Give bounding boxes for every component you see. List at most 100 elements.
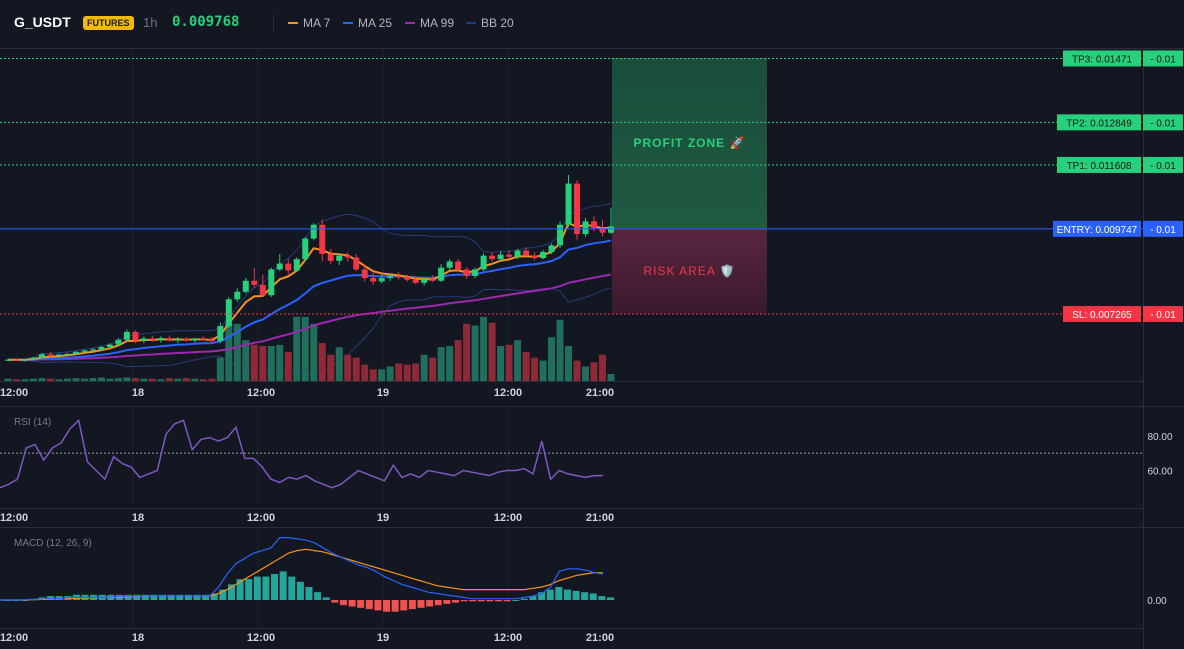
volume-bar (199, 379, 207, 381)
volume-bar (63, 378, 71, 381)
header-divider (273, 14, 274, 32)
candle-body (361, 269, 368, 279)
macd-hist-bar (184, 594, 192, 600)
level-tag-label: ENTRY: 0.009747 (1057, 225, 1138, 236)
macd-hist-bar (314, 592, 322, 600)
level-price-label: - 0.01 (1150, 118, 1176, 129)
candle-body (582, 221, 589, 235)
macd-hist-bar (133, 594, 141, 600)
macd-hist-bar (598, 596, 606, 600)
candle-body (242, 280, 249, 292)
timeframe-label[interactable]: 1h (143, 15, 158, 30)
candles (5, 175, 614, 362)
level-price-bg (1143, 220, 1183, 237)
time-axes: 12:00 18 12:00 19 12:00 21:00 12:00 18 12:00 19 12… (0, 381, 1143, 644)
time-tick: 12:00 (0, 512, 28, 524)
macd-hist-bar (434, 600, 442, 606)
legend-swatch-bb20 (466, 22, 476, 24)
macd-hist-bar (159, 594, 167, 600)
volume-bar (182, 378, 190, 381)
time-tick: 12:00 (0, 387, 28, 399)
candle-body (166, 338, 173, 340)
macd-hist-bar (141, 594, 149, 600)
volume-bar (454, 340, 462, 381)
volume-bar (140, 378, 148, 381)
candle-body (310, 224, 317, 239)
candle-body (472, 269, 479, 276)
candle-body (608, 226, 614, 233)
macd-hist-bar (589, 593, 597, 600)
macd-hist-bar (460, 600, 468, 602)
volume-bar (378, 369, 386, 381)
volume-bar (488, 322, 496, 381)
macd-hist-bar (495, 600, 503, 602)
level-price-label: - 0.01 (1150, 54, 1176, 65)
volume-bar (590, 362, 598, 381)
profit-zone (612, 57, 767, 229)
volume-bar (259, 346, 267, 381)
legend-swatch-ma99 (405, 22, 415, 24)
candle-body (599, 228, 606, 233)
futures-badge: FUTURES (83, 16, 134, 30)
volume-bar (250, 344, 258, 381)
candle-body (429, 279, 436, 281)
volume-bar (242, 340, 250, 381)
candle-body (183, 339, 190, 341)
volume-bar (412, 363, 420, 381)
legend-ma25[interactable]: MA 25 (343, 16, 392, 30)
macd-hist-bar (555, 587, 563, 600)
candle-body (480, 255, 487, 270)
volume-bar (310, 323, 318, 381)
legend-ma7[interactable]: MA 7 (288, 16, 330, 30)
level-tag-bg (1057, 156, 1141, 173)
volume-bar (284, 351, 292, 381)
moving-averages (7, 221, 612, 361)
volume-bar (582, 366, 590, 381)
candle-body (30, 357, 37, 360)
volume-bar (29, 378, 37, 381)
candle-body (421, 279, 428, 283)
volume-bar (403, 364, 411, 381)
rsi-tick: 60.00 (1147, 466, 1172, 477)
volume-bar (114, 378, 122, 381)
candle-body (259, 284, 266, 296)
macd-hist-bar (296, 581, 304, 600)
macd-hist-bar (357, 600, 365, 608)
volume-bar (565, 346, 573, 381)
candle-body (302, 238, 309, 260)
volume-bar (480, 316, 488, 381)
volume-bar (556, 319, 564, 381)
macd-hist-bar (167, 594, 175, 600)
symbol-label[interactable]: G_USDT (14, 14, 71, 30)
volume-bar (38, 378, 46, 381)
macd-hist-bar (279, 571, 287, 600)
candle-body (132, 331, 139, 341)
macd-hist-bar (322, 597, 330, 600)
legend-ma99[interactable]: MA 99 (405, 16, 454, 30)
macd-hist-bar (529, 596, 537, 600)
macd-hist-bar (572, 590, 580, 600)
candle-body (591, 221, 598, 229)
macd-hist-bar (271, 574, 279, 600)
macd-title: MACD (12, 26, 9) (14, 538, 92, 549)
macd-hist-bar (262, 576, 270, 600)
macd-hist-bar (451, 600, 459, 603)
macd-hist-bar (546, 589, 554, 600)
legend-bb20[interactable]: BB 20 (466, 16, 514, 30)
macd-hist-bar (486, 600, 494, 602)
macd-hist-bar (400, 600, 408, 611)
rsi-tick: 80.00 (1147, 432, 1172, 443)
candle-body (378, 278, 385, 282)
legend-label-bb20: BB 20 (481, 16, 514, 30)
volume-bar (344, 354, 352, 381)
time-tick: 21:00 (586, 512, 614, 524)
candle-body (446, 261, 453, 268)
price-levels: TP3: 0.01471 - 0.01 TP2: 0.012849 - 0.01 TP1… (0, 50, 1183, 323)
rsi-title: RSI (14) (14, 417, 51, 428)
macd-hist-bar (391, 600, 399, 612)
macd-hist-bar (219, 589, 227, 600)
level-price-bg (1143, 156, 1183, 173)
time-tick: 19 (377, 632, 389, 644)
macd-hist-bar (348, 600, 356, 607)
